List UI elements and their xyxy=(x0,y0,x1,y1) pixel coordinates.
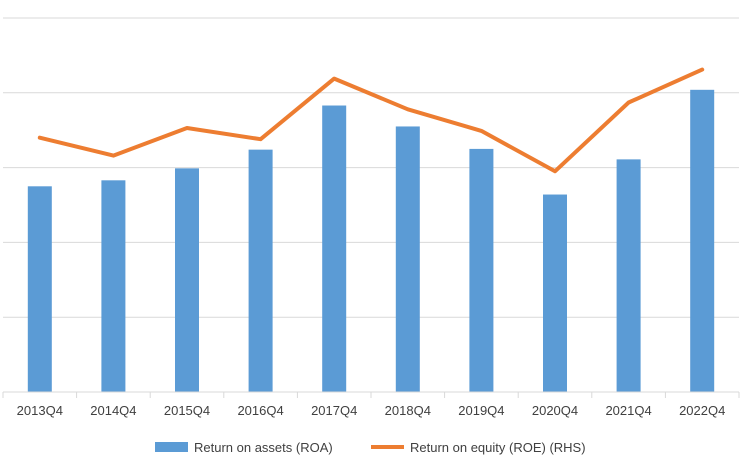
roa-bar-2018Q4 xyxy=(395,126,420,393)
x-tick-label: 2016Q4 xyxy=(237,403,283,418)
roa-bar-2020Q4 xyxy=(543,194,567,392)
roa-bar-2015Q4 xyxy=(175,168,199,392)
x-tick-label: 2020Q4 xyxy=(532,403,578,418)
roa-bar-2021Q4 xyxy=(616,159,641,392)
roa-bar-2013Q4 xyxy=(27,186,52,392)
legend-label-roe: Return on equity (ROE) (RHS) xyxy=(410,440,586,455)
legend-swatch-roa xyxy=(155,442,188,452)
roa-bar-2022Q4 xyxy=(690,89,715,393)
roa-bar-2019Q4 xyxy=(469,148,494,392)
roa-bar-2016Q4 xyxy=(248,149,273,392)
x-tick-label: 2019Q4 xyxy=(458,403,504,418)
x-tick-label: 2015Q4 xyxy=(164,403,210,418)
x-tick-label: 2017Q4 xyxy=(311,403,357,418)
roa-bar-2017Q4 xyxy=(322,105,347,393)
x-tick-label: 2014Q4 xyxy=(90,403,136,418)
legend: Return on assets (ROA) Return on equity … xyxy=(155,440,586,455)
roe-line xyxy=(37,67,705,174)
x-tick-label: 2013Q4 xyxy=(17,403,63,418)
x-tick-label: 2022Q4 xyxy=(679,403,725,418)
x-tick-label: 2018Q4 xyxy=(385,403,431,418)
roa-bars xyxy=(27,89,715,393)
x-tick-label: 2021Q4 xyxy=(605,403,651,418)
x-axis-labels: 2013Q4 2014Q4 2015Q4 2016Q4 2017Q4 2018Q4 2019… xyxy=(17,403,726,418)
x-axis-ticks xyxy=(2,392,740,398)
legend-label-roa: Return on assets (ROA) xyxy=(194,440,333,455)
gridlines xyxy=(3,17,739,318)
roa-bar-2014Q4 xyxy=(101,180,126,392)
